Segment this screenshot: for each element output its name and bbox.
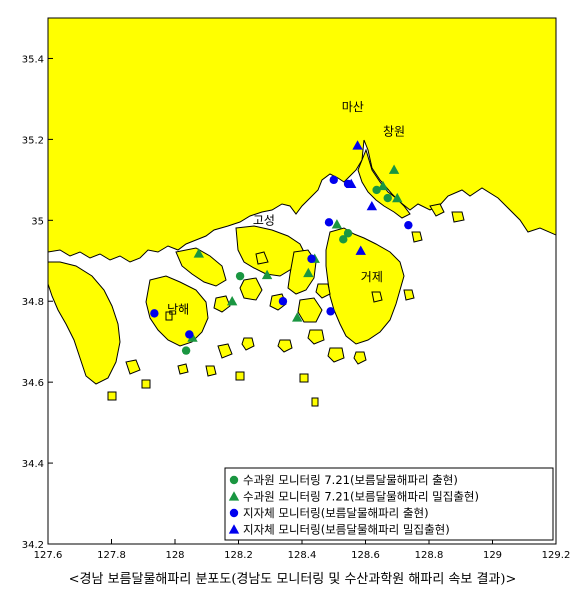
place-label-namhae: 남해 — [167, 302, 189, 316]
y-tick-label: 35.2 — [22, 135, 44, 146]
station-nifs_present — [343, 229, 353, 238]
x-tick-label: 128.8 — [415, 550, 444, 561]
yeosu-peninsula — [48, 261, 121, 385]
island — [327, 347, 345, 363]
station-local_present — [150, 309, 159, 318]
legend: 수과원 모니터링 7.21(보름달물해파리 출현) 수과원 모니터링 7.21(보… — [224, 467, 554, 541]
x-tick-label: 127.6 — [34, 550, 63, 561]
island — [239, 277, 263, 301]
legend-label-1: 수과원 모니터링 7.21(보름달물해파리 밀집출현) — [243, 490, 479, 504]
islands — [107, 203, 465, 407]
island — [311, 397, 319, 407]
x-tick-label: 129 — [483, 550, 502, 561]
legend-symbol-2 — [229, 508, 239, 518]
island — [241, 337, 255, 351]
place-label-goseong: 고성 — [253, 213, 275, 227]
island — [213, 295, 231, 313]
legend-label-0: 수과원 모니터링 7.21(보름달물해파리 출현) — [243, 473, 458, 487]
sacheon-coast — [175, 247, 227, 287]
island — [315, 283, 331, 299]
legend-box — [224, 467, 554, 541]
land-layer — [48, 18, 556, 407]
y-tick-label: 35.4 — [22, 54, 44, 65]
island — [205, 365, 217, 377]
station-nifs_dense — [193, 248, 205, 258]
island — [411, 231, 423, 243]
island — [255, 251, 269, 265]
island — [235, 371, 245, 381]
x-tick-label: 127.8 — [97, 550, 126, 561]
station-local_present — [326, 307, 335, 316]
station-local_present — [185, 330, 194, 339]
station-nifs_dense — [388, 164, 400, 174]
station-local_dense — [346, 178, 357, 189]
station-local_present — [324, 218, 334, 227]
x-tick-label: 129.2 — [542, 550, 571, 561]
island — [299, 373, 309, 383]
legend-label-2: 지자체 모니터링(보름달물해파리 출현) — [243, 506, 429, 520]
y-tick-label: 34.6 — [22, 378, 44, 389]
station-nifs_present — [181, 346, 191, 355]
station-local_dense — [352, 140, 363, 150]
station-nifs_present — [339, 235, 348, 244]
island — [307, 329, 325, 345]
x-tick-label: 128 — [165, 550, 184, 561]
island — [297, 297, 323, 323]
x-tick-label: 128.4 — [288, 550, 317, 561]
island — [177, 363, 189, 375]
legend-symbol-1 — [228, 491, 240, 501]
station-nifs_dense — [261, 269, 273, 280]
island — [217, 343, 233, 359]
mainland — [48, 18, 556, 263]
y-tick-label: 34.8 — [22, 297, 44, 308]
station-markers — [150, 140, 413, 355]
island — [277, 339, 293, 353]
station-nifs_present — [372, 185, 381, 195]
x-tick-label: 128.6 — [351, 550, 380, 561]
legend-symbol-3 — [228, 524, 240, 534]
y-tick-label: 34.4 — [22, 459, 44, 470]
place-label-geoje: 거제 — [361, 270, 383, 284]
station-nifs_dense — [331, 219, 343, 229]
station-nifs_dense — [226, 296, 238, 306]
island — [107, 391, 117, 401]
station-nifs_present — [383, 193, 392, 203]
x-tick-label: 128.2 — [224, 550, 253, 561]
legend-label-3: 지자체 모니터링(보름달물해파리 밀집출현) — [243, 523, 450, 537]
y-tick-label: 35 — [31, 216, 44, 227]
map-caption: <경남 보름달물해파리 분포도(경남도 모니터링 및 수산과학원 해파리 속보 … — [68, 572, 517, 587]
station-nifs_dense — [292, 312, 303, 322]
station-local_dense — [355, 245, 366, 255]
station-local_present — [278, 297, 288, 306]
station-local_present — [404, 220, 413, 230]
station-nifs_dense — [377, 180, 389, 191]
station-nifs_present — [235, 271, 245, 281]
island — [429, 203, 445, 217]
station-local_dense — [366, 200, 378, 211]
station-nifs_dense — [303, 267, 314, 278]
namhae-island — [145, 275, 209, 347]
legend-symbol-0 — [229, 475, 239, 485]
station-local_present — [329, 175, 338, 185]
island — [353, 351, 367, 365]
island — [403, 289, 415, 301]
y-tick-label: 34.2 — [22, 540, 44, 551]
station-nifs_dense — [392, 192, 403, 203]
island — [165, 311, 173, 321]
island — [125, 359, 141, 375]
axis-ticks: 127.6 127.8 128 128.2 128.4 128.6 128.8 129 129.… — [22, 54, 571, 561]
island — [371, 291, 383, 303]
station-local_present — [307, 254, 316, 263]
place-label-masan: 마산 — [342, 100, 364, 114]
island — [451, 211, 465, 223]
island — [141, 379, 151, 389]
place-label-changwon: 창원 — [383, 124, 405, 138]
